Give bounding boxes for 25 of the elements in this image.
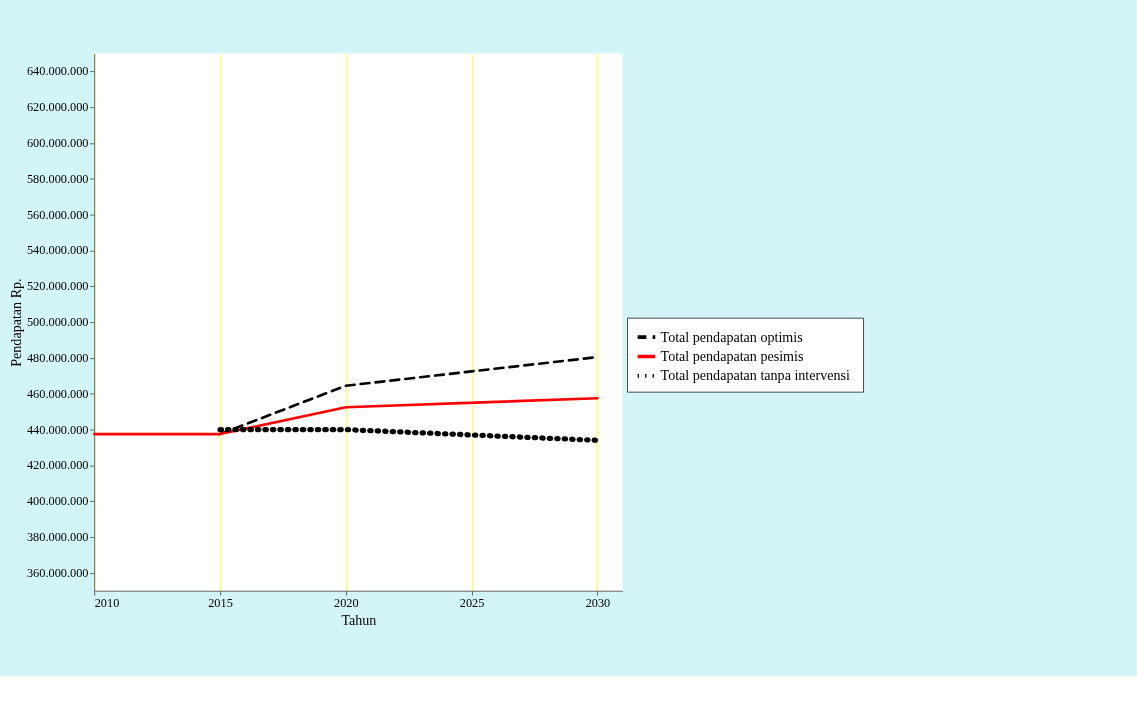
- y-tick-label: 480.000.000: [26, 350, 89, 365]
- x-axis-title: Tahun: [341, 611, 377, 628]
- x-tick-label: 2025: [459, 596, 485, 611]
- legend-label: Total pendapatan optimis: [660, 328, 803, 345]
- y-tick-label: 360.000.000: [26, 565, 89, 580]
- y-tick-label: 640.000.000: [26, 64, 89, 79]
- y-tick-label: 520.000.000: [26, 279, 89, 294]
- legend-label: Total pendapatan pesimis: [660, 347, 804, 364]
- x-tick-label: 2030: [585, 596, 611, 611]
- x-tick-label: 2015: [208, 596, 233, 611]
- y-tick-label: 540.000.000: [26, 243, 89, 258]
- y-tick-label: 560.000.000: [26, 207, 89, 222]
- y-tick-label: 500.000.000: [26, 315, 89, 330]
- y-tick-label: 600.000.000: [26, 136, 89, 151]
- y-tick-label: 400.000.000: [26, 494, 89, 509]
- legend-label: Total pendapatan tanpa intervensi: [660, 367, 851, 384]
- y-axis-title: Pendapatan Rp.: [7, 278, 24, 367]
- y-tick-label: 580.000.000: [26, 171, 89, 186]
- y-tick-label: 620.000.000: [26, 100, 89, 115]
- y-tick-label: 420.000.000: [26, 458, 89, 473]
- y-tick-label: 440.000.000: [26, 422, 89, 437]
- x-tick-label: 2020: [334, 596, 359, 611]
- y-tick-label: 380.000.000: [26, 530, 89, 544]
- y-tick-label: 460.000.000: [26, 386, 89, 401]
- x-tick-label: 2010: [94, 596, 120, 611]
